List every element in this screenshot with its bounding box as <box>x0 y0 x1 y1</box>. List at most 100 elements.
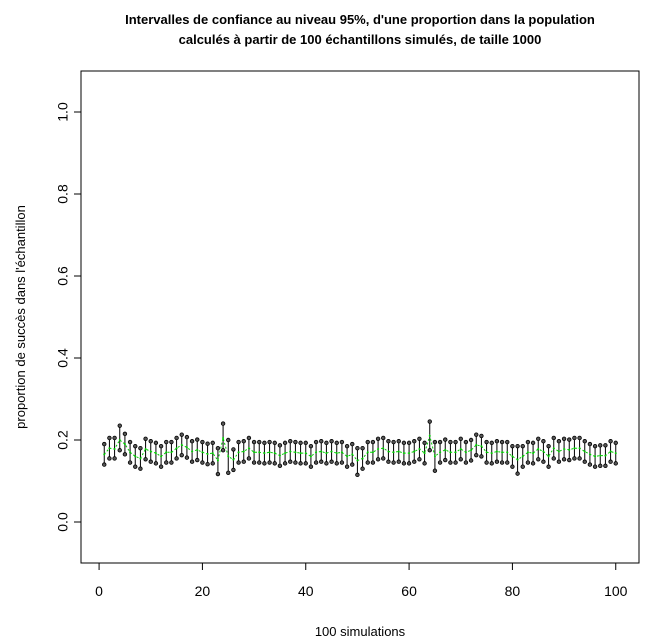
lower-bound-point <box>386 459 391 464</box>
lower-bound-point <box>556 459 562 464</box>
lower-bound-point <box>313 460 319 465</box>
upper-bound-point <box>603 443 608 448</box>
upper-bound-point <box>448 439 453 445</box>
estimate-point <box>309 455 312 458</box>
estimate-point <box>464 451 467 454</box>
estimate-point <box>325 452 328 455</box>
lower-bound-point <box>205 461 210 467</box>
upper-bound-point <box>515 443 520 449</box>
lower-bound-point <box>561 457 567 462</box>
lower-bound-point <box>117 448 122 453</box>
upper-bound-point <box>267 439 272 445</box>
estimate-point <box>289 450 292 453</box>
upper-bound-point <box>613 440 618 446</box>
lower-bound-point <box>138 466 143 471</box>
upper-bound-point <box>158 443 164 449</box>
lower-bound-point <box>551 456 556 461</box>
upper-bound-point <box>443 437 448 442</box>
estimate-point <box>134 455 137 458</box>
lower-bound-point <box>613 461 618 466</box>
lower-bound-point <box>406 461 412 466</box>
estimate-point <box>294 451 297 454</box>
lower-bound-point <box>453 460 458 465</box>
estimate-point <box>594 455 597 458</box>
upper-bound-point <box>308 443 314 449</box>
upper-bound-point <box>391 439 396 445</box>
upper-bound-point <box>577 435 582 441</box>
x-axis: 0 20 40 60 80 100 <box>95 562 628 599</box>
lower-bound-point <box>458 457 463 462</box>
lower-bound-point <box>272 461 277 466</box>
estimate-point <box>418 448 421 451</box>
y-tick-label: 1.0 <box>55 102 71 122</box>
lower-bound-point <box>603 463 608 469</box>
lower-bound-point <box>370 460 376 465</box>
estimate-point <box>516 458 519 461</box>
estimate-point <box>377 448 380 451</box>
y-axis: 0.0 0.2 0.4 0.6 0.8 1.0 <box>55 102 82 532</box>
estimate-point <box>191 450 194 453</box>
estimate-point <box>573 447 576 450</box>
lower-bound-point <box>231 467 236 473</box>
lower-bound-point <box>474 452 479 458</box>
upper-bound-point <box>355 446 360 451</box>
x-axis-label: 100 simulations <box>315 624 406 639</box>
upper-bound-point <box>344 443 350 449</box>
estimate-point <box>253 451 256 454</box>
estimate-point <box>501 451 504 454</box>
estimate-point <box>103 453 106 456</box>
upper-bound-point <box>479 433 484 439</box>
lower-bound-point <box>169 460 174 465</box>
lower-bound-point <box>422 461 427 466</box>
lower-bound-point <box>179 452 184 458</box>
lower-bound-point <box>153 461 159 466</box>
upper-bound-point <box>598 443 603 448</box>
lower-bound-point <box>375 457 381 462</box>
upper-bound-point <box>189 439 195 444</box>
estimate-point <box>211 452 214 455</box>
estimate-point <box>485 451 488 454</box>
estimate-point <box>263 452 266 455</box>
lower-bound-point <box>277 463 283 469</box>
upper-bound-point <box>107 435 112 441</box>
estimate-point <box>366 451 369 454</box>
lower-bound-point <box>448 460 453 465</box>
lower-bound-point <box>510 464 515 469</box>
upper-bound-point <box>293 439 298 445</box>
upper-bound-point <box>179 432 184 437</box>
upper-bound-point <box>303 440 308 446</box>
estimate-point <box>547 455 550 458</box>
lower-bound-point <box>344 464 350 469</box>
lower-bound-point <box>479 454 484 459</box>
estimate-point <box>542 450 545 453</box>
upper-bound-point <box>417 436 422 441</box>
estimate-point <box>118 439 121 441</box>
lower-bound-point <box>484 460 489 465</box>
lower-bound-point <box>122 452 128 457</box>
y-tick-label: 0.0 <box>55 512 71 532</box>
lower-bound-point <box>148 459 153 464</box>
estimate-point <box>129 451 132 454</box>
upper-bound-point <box>520 443 525 449</box>
estimate-point <box>242 450 245 453</box>
estimate-point <box>490 452 493 455</box>
upper-bound-point <box>375 436 381 441</box>
estimate-point <box>495 450 498 453</box>
estimate-point <box>160 455 163 458</box>
x-tick-label: 80 <box>505 583 521 599</box>
estimate-point <box>387 450 390 453</box>
upper-bound-point <box>572 435 577 441</box>
lower-bound-point <box>288 459 293 464</box>
upper-bound-point <box>257 439 262 445</box>
lower-bound-point <box>200 460 205 465</box>
lower-bound-point <box>427 448 432 453</box>
upper-bound-point <box>381 435 386 441</box>
upper-bound-point <box>102 441 107 447</box>
upper-bound-point <box>370 439 376 445</box>
upper-bound-point <box>143 436 148 441</box>
upper-bound-point <box>133 443 138 449</box>
upper-bound-point <box>251 439 257 445</box>
lower-bound-point <box>525 460 531 465</box>
upper-bound-point <box>184 434 190 440</box>
